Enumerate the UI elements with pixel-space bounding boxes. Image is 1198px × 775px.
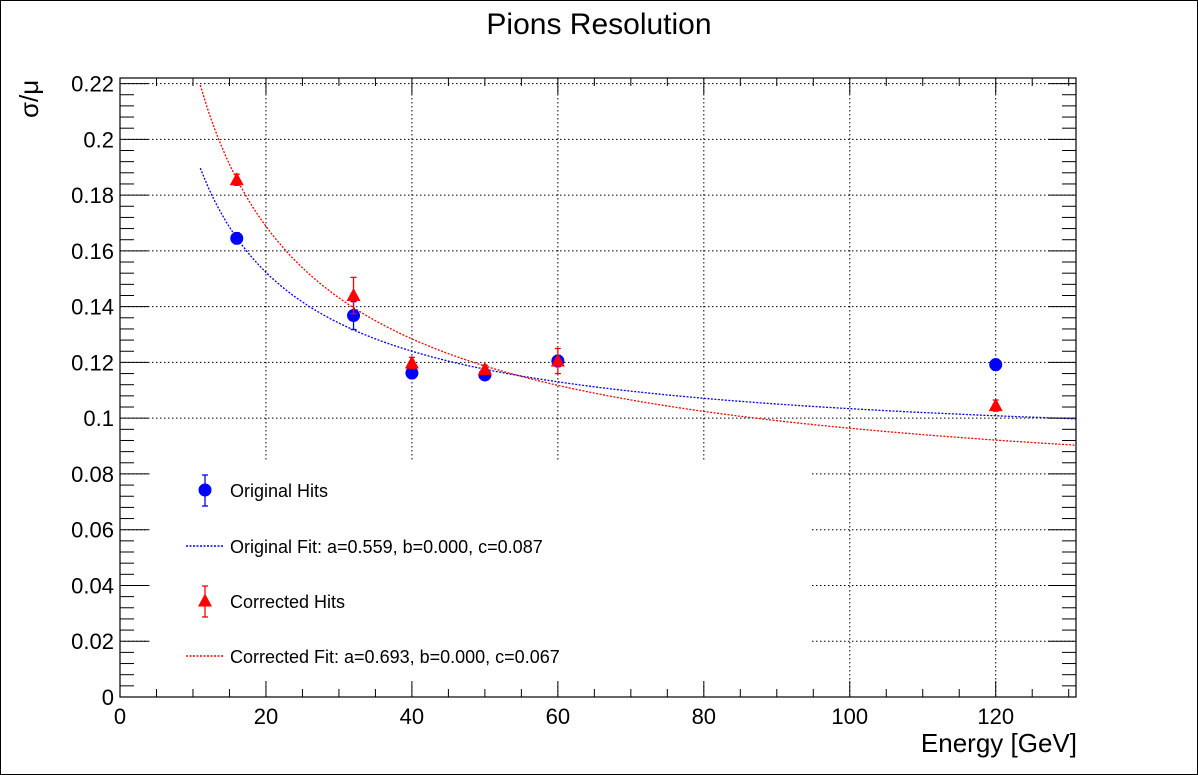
x-tick-label: 60 [546,704,570,729]
plot-frame [119,77,1077,698]
legend-marker-circle [198,483,212,497]
data-point-triangle [550,353,565,367]
y-tick-label: 0.14 [71,295,114,320]
y-tick-label: 0 [102,685,114,710]
y-tick-label: 0.12 [71,350,114,375]
y-tick-label: 0.22 [71,72,114,97]
x-tick-label: 100 [831,704,868,729]
data-point-triangle [477,361,492,375]
y-tick-label: 0.1 [83,406,114,431]
chart-title: Pions Resolution [486,8,712,41]
x-tick-label: 40 [400,704,424,729]
fit-curve [199,85,1077,446]
x-tick-label: 20 [254,704,278,729]
legend-label: Original Fit: a=0.559, b=0.000, c=0.087 [230,537,543,557]
legend-label: Corrected Fit: a=0.693, b=0.000, c=0.067 [230,647,560,667]
legend-box [150,462,812,685]
y-tick-label: 0.02 [71,629,114,654]
legend-marker-triangle [198,593,212,607]
legend-label: Corrected Hits [230,592,345,612]
data-point-circle [347,309,361,323]
fit-curve [199,167,1077,420]
data-point-triangle [404,355,419,369]
x-tick-label: 80 [692,704,716,729]
y-tick-label: 0.16 [71,239,114,264]
x-axis-label: Energy [GeV] [920,728,1077,758]
y-tick-label: 0.18 [71,183,114,208]
data-point-circle [989,358,1003,372]
x-tick-label: 0 [114,704,126,729]
data-point-triangle [346,287,361,301]
data-point-triangle [229,172,244,186]
y-tick-label: 0.06 [71,518,114,543]
data-point-triangle [988,398,1003,412]
y-tick-label: 0.08 [71,462,114,487]
y-tick-label: 0.2 [83,127,114,152]
data-point-circle [230,231,244,245]
legend-label: Original Hits [230,481,328,501]
data-point-circle [405,366,419,380]
y-tick-label: 0.04 [71,573,114,598]
x-tick-label: 120 [977,704,1014,729]
